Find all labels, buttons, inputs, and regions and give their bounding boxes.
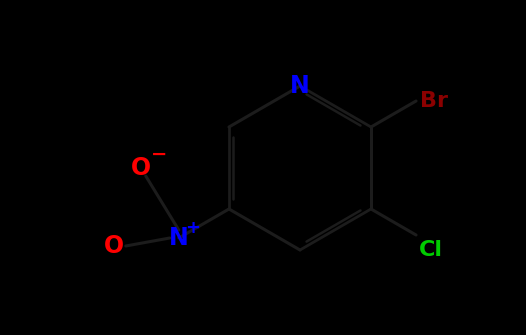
Text: Br: Br	[420, 91, 448, 111]
Text: O: O	[104, 234, 124, 258]
Text: O: O	[130, 156, 151, 180]
Text: N: N	[169, 226, 189, 250]
Text: N: N	[290, 74, 310, 98]
Text: +: +	[185, 219, 200, 237]
Text: Cl: Cl	[419, 240, 443, 260]
Text: −: −	[150, 144, 167, 163]
